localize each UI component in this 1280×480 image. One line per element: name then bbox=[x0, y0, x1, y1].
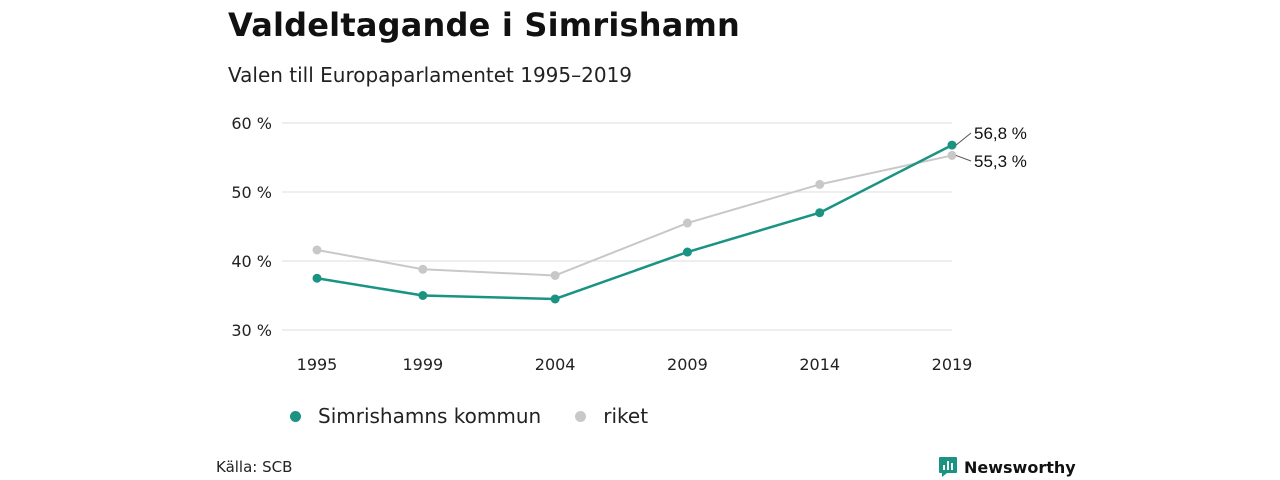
point-simrishamn-2004 bbox=[550, 294, 560, 304]
newsworthy-icon bbox=[939, 457, 957, 477]
y-tick-label-40: 40 % bbox=[231, 252, 272, 271]
y-tick-label-50: 50 % bbox=[231, 183, 272, 202]
x-tick-label-2014: 2014 bbox=[799, 355, 840, 374]
x-tick-label-1999: 1999 bbox=[402, 355, 443, 374]
point-riket-1995 bbox=[312, 245, 322, 255]
legend-dot-riket bbox=[575, 410, 587, 422]
series-line-riket bbox=[316, 154, 953, 277]
legend: Simrishamns kommun riket bbox=[290, 404, 682, 428]
point-simrishamn-2009 bbox=[682, 247, 692, 257]
point-riket-2009 bbox=[682, 218, 692, 228]
line-chart: 30 % 40 % 50 % 60 % 1995 1999 2004 2009 2014 2019… bbox=[231, 114, 1027, 374]
legend-item-riket: riket bbox=[575, 404, 648, 428]
point-simrishamn-2014 bbox=[815, 208, 825, 218]
brand-name: Newsworthy bbox=[964, 457, 1076, 477]
x-tick-label-2009: 2009 bbox=[667, 355, 708, 374]
legend-label-simrishamn: Simrishamns kommun bbox=[318, 404, 542, 428]
point-riket-2004 bbox=[550, 270, 560, 280]
legend-dot-simrishamn bbox=[290, 410, 301, 422]
source-note: Källa: SCB bbox=[216, 458, 293, 476]
end-label-leader-riket bbox=[955, 154, 972, 162]
end-label-simrishamn: 56,8 % bbox=[974, 124, 1027, 143]
point-simrishamn-1995 bbox=[312, 273, 322, 283]
y-tick-label-60: 60 % bbox=[231, 114, 272, 133]
point-simrishamn-2019 bbox=[947, 140, 957, 150]
legend-label-riket: riket bbox=[603, 404, 649, 428]
chart-title: Valdeltagande i Simrishamn bbox=[228, 6, 741, 44]
end-label-leader-simrishamn bbox=[955, 132, 972, 146]
x-tick-label-2004: 2004 bbox=[535, 355, 576, 374]
point-simrishamn-1999 bbox=[418, 291, 428, 300]
end-label-riket: 55,3 % bbox=[974, 152, 1027, 171]
chart-subtitle: Valen till Europaparlamentet 1995–2019 bbox=[228, 63, 633, 87]
x-tick-label-1995: 1995 bbox=[297, 355, 338, 374]
y-tick-label-30: 30 % bbox=[231, 321, 272, 340]
point-riket-2014 bbox=[815, 179, 825, 189]
point-riket-1999 bbox=[418, 264, 428, 274]
legend-item-simrishamn: Simrishamns kommun bbox=[290, 404, 541, 428]
point-riket-2019 bbox=[947, 150, 957, 160]
x-tick-label-2019: 2019 bbox=[932, 355, 973, 374]
series-line-simrishamn bbox=[316, 143, 953, 301]
brand-logo: Newsworthy bbox=[938, 456, 1076, 478]
